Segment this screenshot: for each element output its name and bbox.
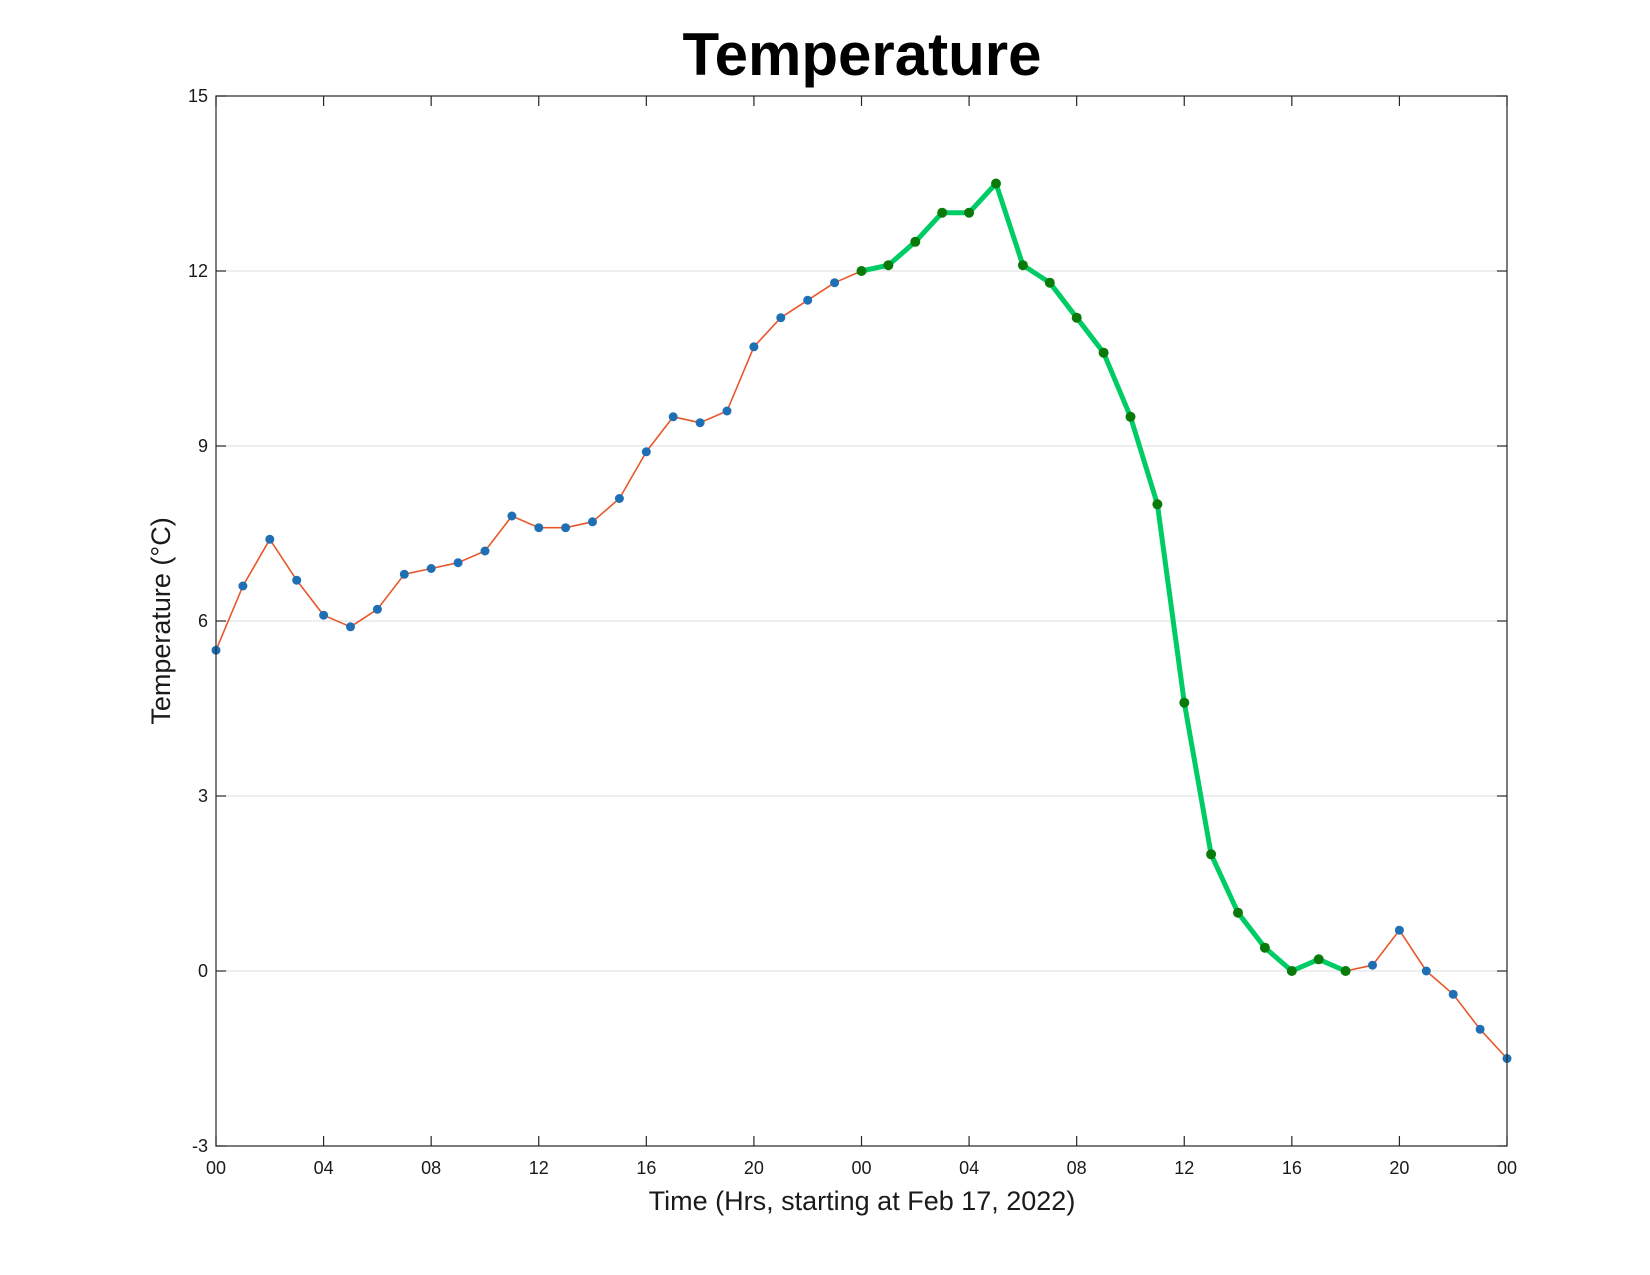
data-point	[480, 546, 490, 556]
x-tick-label: 20	[744, 1158, 764, 1178]
data-point	[1421, 966, 1431, 976]
data-point	[991, 178, 1001, 189]
x-tick-label: 16	[636, 1158, 656, 1178]
x-tick-label: 12	[529, 1158, 549, 1178]
data-point	[1044, 277, 1055, 288]
y-tick-label: 0	[198, 961, 208, 981]
data-point	[1152, 499, 1163, 510]
data-point	[588, 517, 597, 527]
chart-title: Temperature	[682, 21, 1041, 88]
x-tick-label: 00	[851, 1158, 871, 1178]
x-tick-label: 12	[1174, 1158, 1194, 1178]
data-point	[614, 494, 624, 503]
data-point	[319, 610, 329, 620]
data-point	[1071, 312, 1082, 323]
data-point	[830, 278, 840, 288]
data-point	[1206, 849, 1217, 860]
y-tick-label: 6	[198, 611, 208, 631]
x-axis-label: Time (Hrs, starting at Feb 17, 2022)	[649, 1186, 1076, 1216]
y-tick-labels: -3 0 3 6 9 12 15	[188, 86, 208, 1156]
data-point	[1340, 966, 1351, 976]
data-point	[426, 564, 436, 573]
data-point	[1125, 411, 1136, 422]
y-tick-label: 15	[188, 86, 208, 106]
series-line-thick	[859, 181, 1349, 974]
x-tick-label: 20	[1389, 1158, 1409, 1178]
highlighted-temperature-series	[856, 178, 1351, 976]
x-tick-label: 00	[1497, 1158, 1517, 1178]
data-point	[1475, 1024, 1485, 1034]
data-point	[1368, 960, 1377, 970]
x-tick-label: 00	[206, 1158, 226, 1178]
data-point	[1394, 925, 1404, 935]
grid-lines	[216, 270, 1507, 972]
x-tick-labels: 00 04 08 12 16 20 00 04 08 12 16 20 00	[206, 1158, 1517, 1178]
y-tick-label: 12	[188, 261, 208, 281]
y-tick-label: -3	[192, 1136, 208, 1156]
y-axis-label: Temperature (°C)	[146, 517, 176, 724]
y-tick-label: 3	[198, 786, 208, 806]
data-point	[372, 604, 382, 614]
data-point	[265, 534, 275, 544]
data-point	[292, 575, 302, 585]
data-point	[668, 412, 678, 422]
data-point	[238, 581, 248, 591]
data-point	[1017, 260, 1028, 271]
data-point	[937, 207, 948, 218]
data-point	[641, 447, 651, 457]
data-point	[803, 295, 813, 305]
data-point	[1448, 989, 1458, 999]
tick-marks	[215, 95, 1508, 1147]
data-point	[883, 260, 894, 271]
x-tick-label: 04	[959, 1158, 979, 1178]
x-tick-label: 08	[421, 1158, 441, 1178]
data-point	[776, 313, 786, 323]
data-point	[964, 207, 975, 218]
data-point	[1286, 966, 1297, 976]
data-point	[722, 406, 732, 416]
data-point	[1179, 697, 1190, 708]
x-tick-label: 08	[1067, 1158, 1087, 1178]
data-point	[749, 342, 759, 352]
data-point	[910, 236, 921, 247]
data-point	[1233, 907, 1243, 918]
data-point	[453, 558, 463, 568]
data-point	[346, 622, 355, 632]
data-point	[534, 523, 544, 533]
x-tick-label: 04	[314, 1158, 334, 1178]
data-point	[695, 418, 705, 428]
data-point	[561, 523, 571, 533]
y-tick-label: 9	[198, 436, 208, 456]
data-point	[1313, 954, 1324, 965]
data-point	[856, 266, 867, 276]
data-point	[399, 569, 409, 579]
data-point	[1259, 942, 1270, 953]
x-tick-label: 16	[1282, 1158, 1302, 1178]
series-layer	[211, 178, 1512, 1063]
data-point	[1098, 347, 1109, 358]
data-point	[507, 511, 517, 521]
